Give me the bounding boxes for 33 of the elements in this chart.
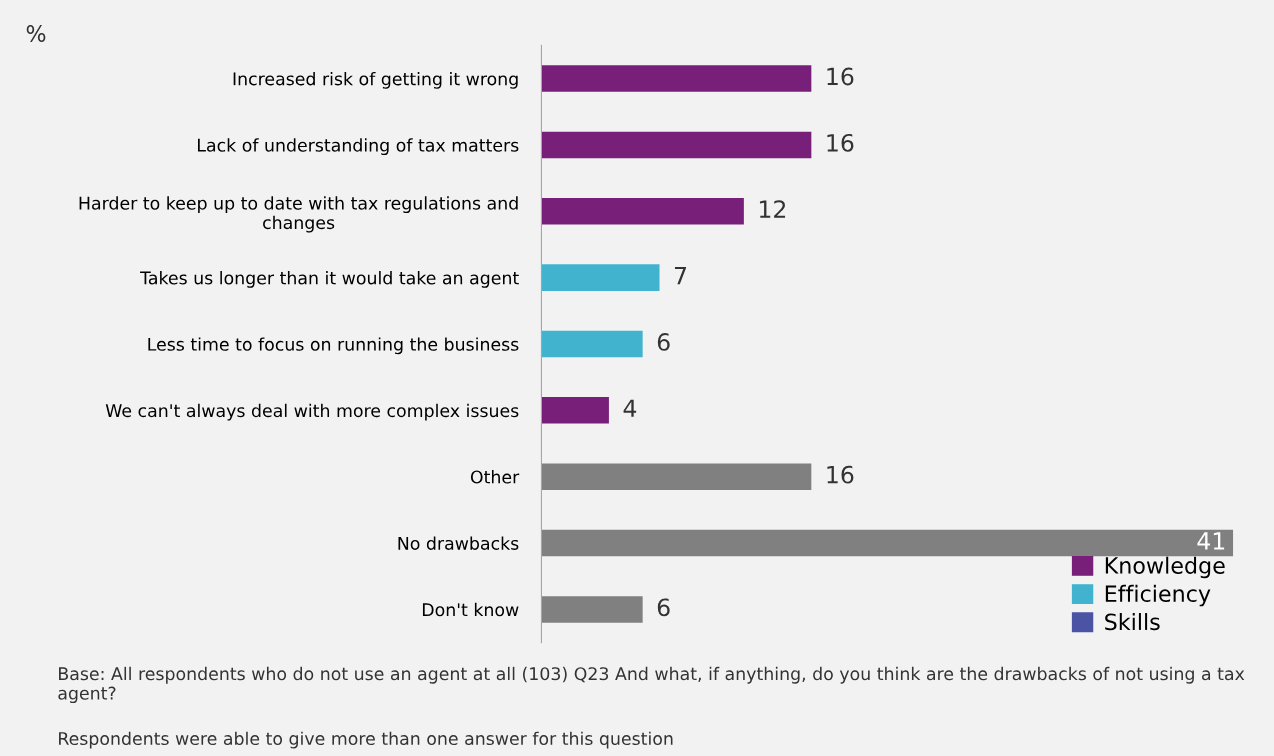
y-tick-label: Lack of understanding of tax matters [198, 138, 519, 156]
data-label: 6 [657, 332, 670, 351]
data-label: 16 [827, 133, 854, 152]
data-label: 16 [827, 465, 854, 484]
data-label: 6 [657, 598, 670, 617]
y-tick-label: Less time to focus on running the business [148, 337, 519, 355]
y-tick-label: Harder to keep up to date with tax regulations and changes [79, 196, 518, 233]
bar [541, 131, 812, 159]
data-label: 12 [759, 200, 786, 218]
y-tick-label: Other [470, 470, 520, 484]
data-label: 4 [623, 399, 637, 417]
data-label: 41 [1197, 532, 1225, 550]
bar [541, 264, 660, 291]
y-tick-label: We can't always deal with more complex issues [105, 403, 519, 421]
y-tick-label: Don't know [422, 602, 519, 617]
bar [541, 330, 643, 358]
y-tick-label: Increased risk of getting it wrong [233, 71, 518, 89]
y-axis-title: % [26, 25, 46, 42]
bar [541, 529, 1234, 557]
legend-label: Knowledge [1105, 556, 1225, 579]
data-label: 7 [674, 266, 687, 285]
bar [541, 197, 744, 225]
data-label: 16 [827, 67, 854, 86]
y-tick-label: Takes us longer than it would take an agent [140, 271, 519, 288]
bar [541, 65, 812, 92]
legend-label: Skills [1105, 613, 1160, 631]
bar [541, 397, 609, 424]
y-tick-label: No drawbacks [398, 536, 519, 550]
text: Respondents were able to give more than one answer for this question [59, 731, 673, 749]
bar [541, 463, 812, 490]
legend-label: Efficiency [1105, 584, 1211, 607]
text: Base: All respondents who do not use an agent at all (103) Q23 And what, if anything, do you think are the drawbacks of not using a tax agent? [58, 666, 1245, 704]
bar [541, 596, 643, 623]
